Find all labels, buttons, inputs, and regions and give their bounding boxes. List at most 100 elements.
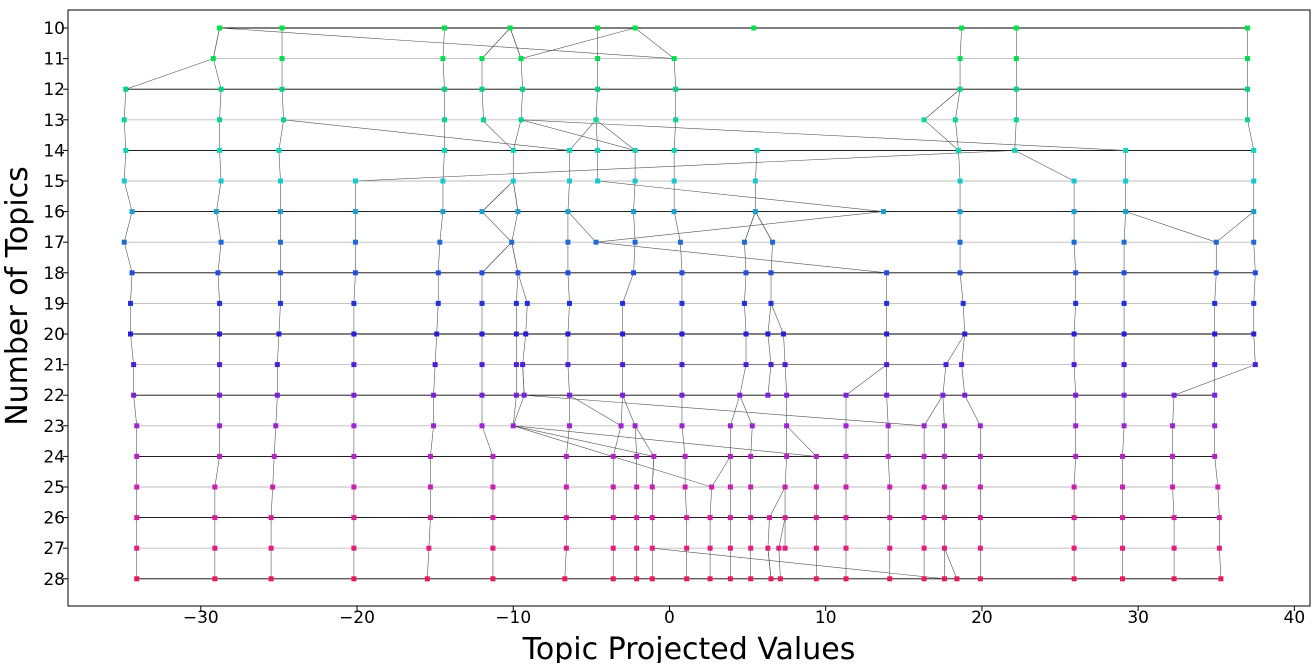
data-point <box>1073 392 1079 398</box>
connector-line <box>955 119 959 151</box>
data-point <box>1245 117 1251 123</box>
data-point <box>510 423 516 429</box>
data-point <box>765 331 771 337</box>
connector-line <box>214 456 220 488</box>
data-point <box>679 423 685 429</box>
y-axis-label: Number of Topics <box>0 166 35 426</box>
y-tick-label: 12 <box>43 80 65 100</box>
data-point <box>270 484 276 490</box>
data-point <box>784 392 790 398</box>
data-point <box>1121 362 1127 368</box>
connector-line <box>961 333 966 365</box>
data-point <box>921 576 927 582</box>
data-point <box>921 423 927 429</box>
connector-line <box>945 333 965 365</box>
data-point <box>212 545 218 551</box>
data-point <box>1212 453 1218 459</box>
data-point <box>887 484 893 490</box>
data-point <box>268 545 274 551</box>
data-point <box>884 300 890 306</box>
data-point <box>277 300 283 306</box>
data-point <box>1012 147 1018 153</box>
data-point <box>843 453 849 459</box>
data-point <box>351 392 357 398</box>
data-point <box>268 515 274 521</box>
connector-line <box>964 395 981 426</box>
x-tick-label: 10 <box>815 608 837 628</box>
data-point <box>566 392 572 398</box>
data-point <box>727 423 733 429</box>
connector-line <box>769 486 786 518</box>
data-point <box>1171 515 1177 521</box>
data-point <box>1121 270 1127 276</box>
connector-line <box>1172 486 1175 518</box>
data-point <box>962 331 968 337</box>
data-point <box>887 515 893 521</box>
connector-line <box>275 395 278 426</box>
connector-line <box>525 303 528 335</box>
row-lines <box>124 27 1256 580</box>
data-point <box>649 576 655 582</box>
data-point <box>351 515 357 521</box>
data-point <box>682 453 688 459</box>
connector-line <box>681 425 686 457</box>
data-point <box>490 515 496 521</box>
data-point <box>631 270 637 276</box>
data-point <box>977 453 983 459</box>
connector-line <box>123 180 133 212</box>
connector-line <box>567 364 570 396</box>
data-point <box>518 117 524 123</box>
data-point <box>218 239 224 245</box>
connector-line <box>961 364 966 396</box>
data-point <box>962 392 968 398</box>
data-point <box>1121 423 1127 429</box>
data-point <box>277 209 283 215</box>
data-point <box>479 270 485 276</box>
data-point <box>748 576 754 582</box>
connector-line <box>436 303 439 335</box>
connector-line <box>123 89 127 120</box>
data-point <box>632 423 638 429</box>
connector-line <box>217 242 222 273</box>
data-point <box>843 484 849 490</box>
data-point <box>884 362 890 368</box>
data-point <box>431 392 437 398</box>
data-point <box>479 86 485 92</box>
data-point <box>610 484 616 490</box>
data-point <box>134 423 140 429</box>
data-point <box>955 147 961 153</box>
connector-line <box>1073 303 1076 335</box>
data-point <box>1073 270 1079 276</box>
data-point <box>813 453 819 459</box>
connector-line <box>778 517 786 549</box>
data-point <box>751 25 757 31</box>
data-point <box>671 147 677 153</box>
data-point <box>515 209 521 215</box>
data-point <box>743 270 749 276</box>
data-point <box>217 423 223 429</box>
data-point <box>671 209 677 215</box>
data-point <box>432 362 438 368</box>
x-tick-label: 40 <box>1284 608 1306 628</box>
connector-line <box>481 89 484 120</box>
data-point <box>520 362 526 368</box>
data-point <box>351 362 357 368</box>
data-point <box>1121 392 1127 398</box>
connector-line <box>767 517 770 549</box>
data-point <box>782 484 788 490</box>
connector-line <box>767 548 772 579</box>
data-point <box>595 56 601 62</box>
data-point <box>490 576 496 582</box>
data-point <box>524 300 530 306</box>
connector-line <box>1173 364 1256 396</box>
data-point <box>677 239 683 245</box>
data-point <box>684 576 690 582</box>
data-point <box>649 515 655 521</box>
data-point <box>679 392 685 398</box>
data-point <box>957 209 963 215</box>
connector-line <box>1014 119 1017 151</box>
data-point <box>131 392 137 398</box>
data-point <box>673 117 679 123</box>
data-point <box>610 515 616 521</box>
data-point <box>634 484 640 490</box>
